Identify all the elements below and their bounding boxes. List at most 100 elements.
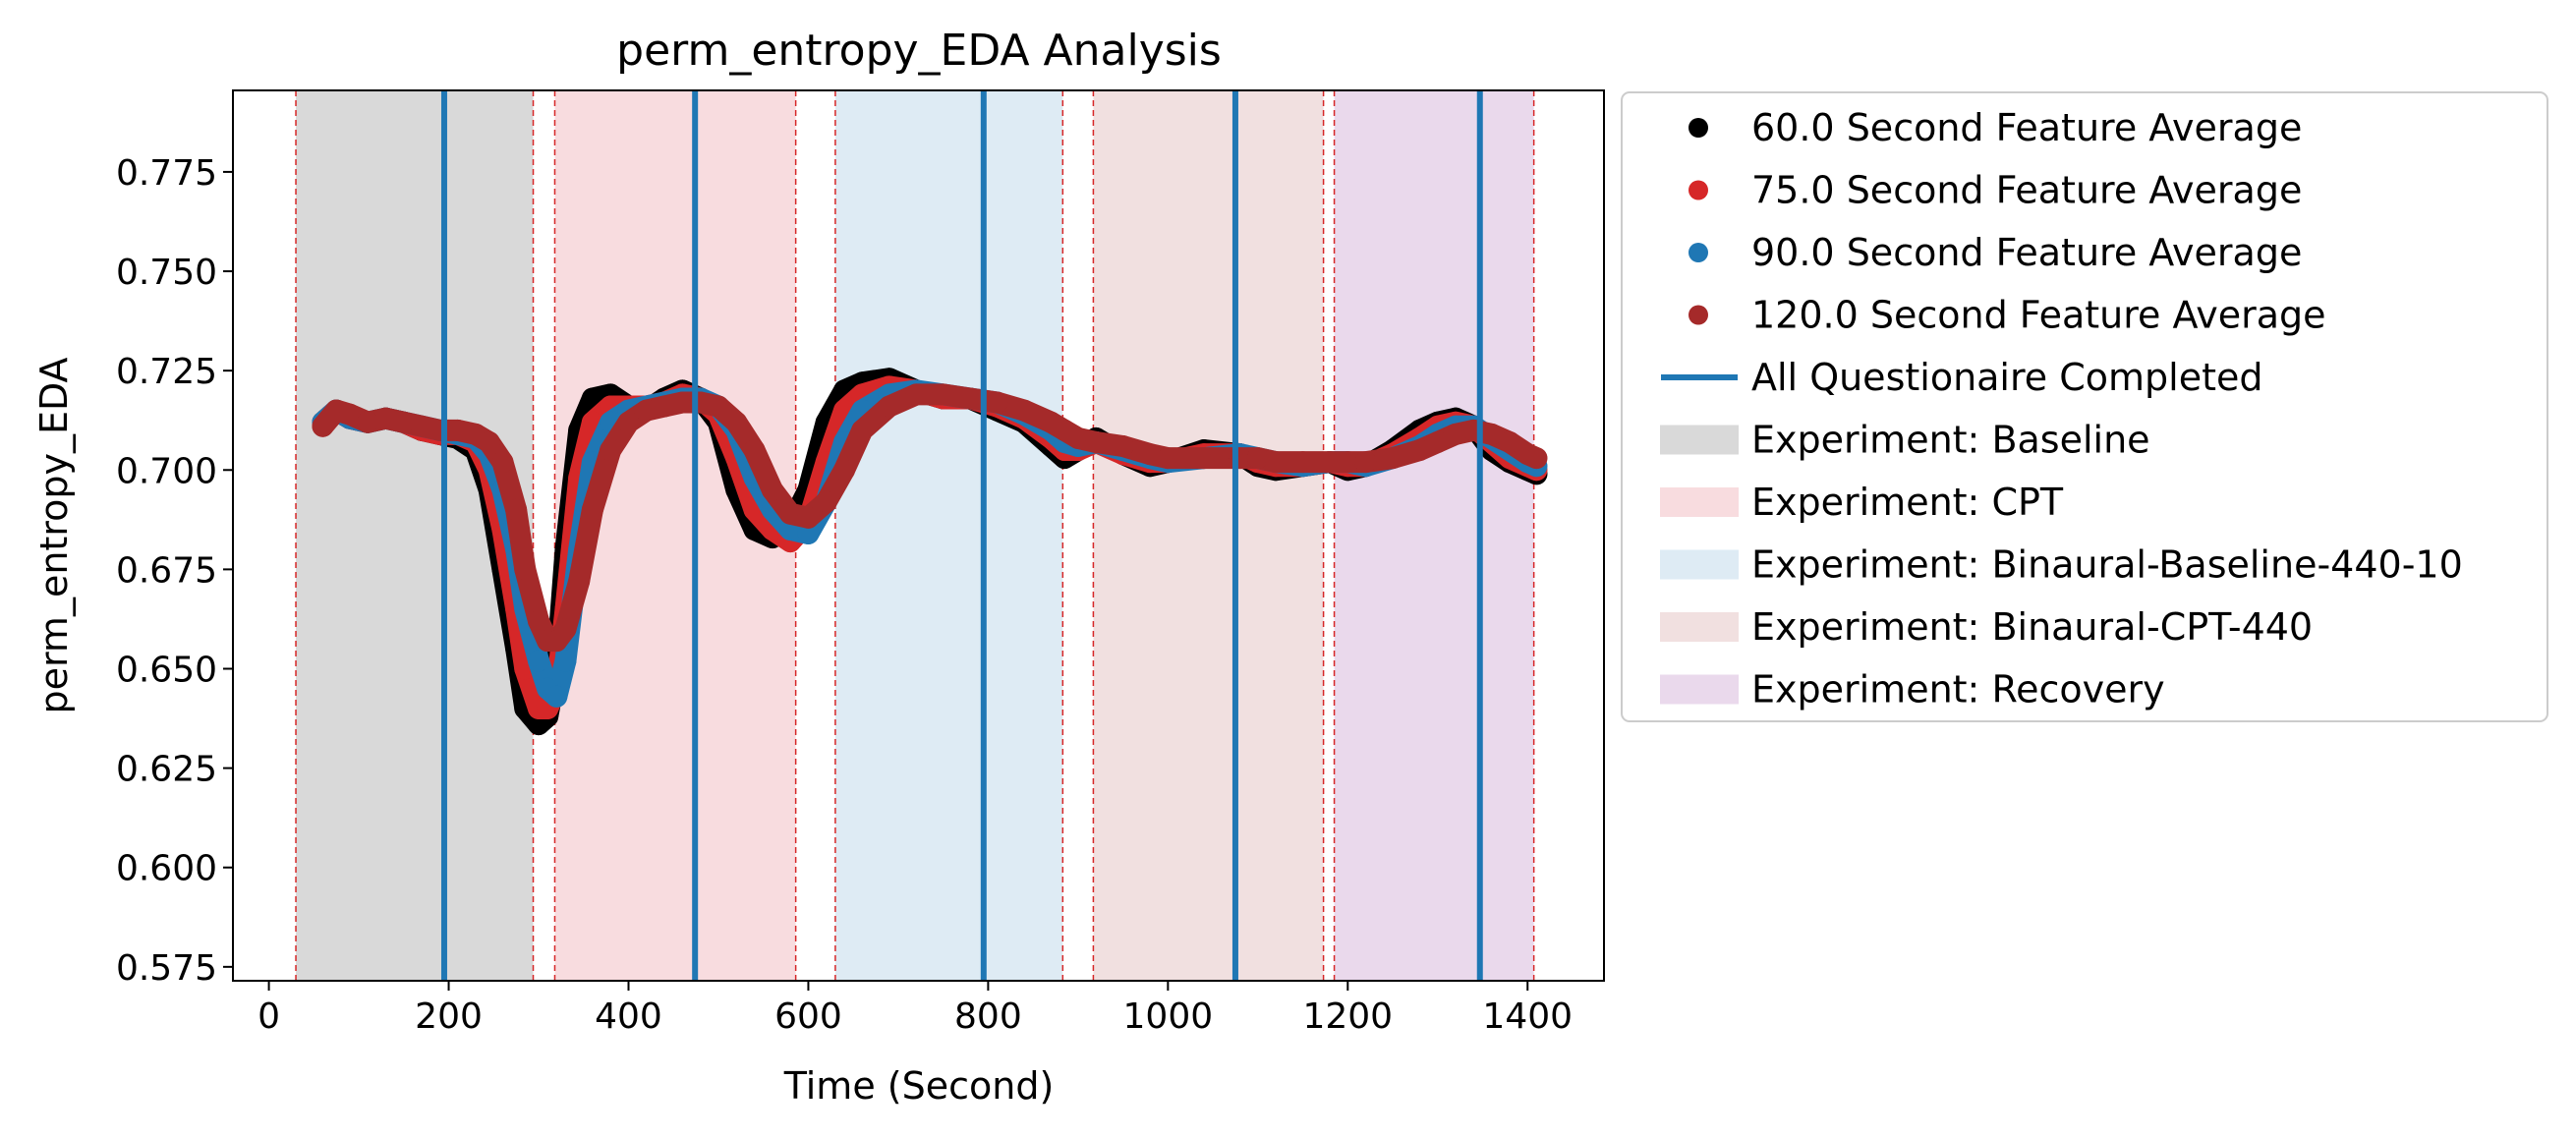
data-point — [1139, 443, 1162, 466]
plot-frame — [232, 89, 1605, 982]
data-point — [357, 411, 379, 433]
data-point — [1498, 430, 1520, 453]
legend-entry: 60.0 Second Feature Average — [1689, 106, 2302, 149]
legend-label: Experiment: Recovery — [1751, 668, 2165, 711]
data-point — [446, 419, 469, 441]
y-tick-label: 0.700 — [116, 451, 217, 491]
legend-entry: 120.0 Second Feature Average — [1689, 294, 2326, 337]
data-point — [797, 522, 820, 544]
x-axis-ticks: 0 200 400 600 800 1000 1200 1400 — [258, 981, 1573, 1037]
legend-patch-icon — [1660, 549, 1739, 580]
legend-label: 120.0 Second Feature Average — [1751, 294, 2326, 337]
data-point — [1012, 399, 1035, 422]
data-point — [1291, 451, 1314, 474]
legend-marker-icon — [1689, 118, 1708, 138]
y-tick-label: 0.775 — [116, 153, 217, 194]
data-point — [528, 650, 550, 672]
data-point — [411, 415, 433, 437]
legend-frame — [1621, 91, 2548, 722]
x-axis-label: Time (Second) — [783, 1064, 1055, 1108]
data-point — [514, 558, 537, 581]
series-3 — [312, 383, 1548, 653]
data-point — [554, 618, 577, 641]
data-point — [761, 479, 783, 501]
y-tick-label: 0.625 — [116, 750, 217, 790]
legend-label: Experiment: CPT — [1751, 481, 2064, 524]
data-point — [878, 395, 900, 418]
data-point — [374, 407, 397, 429]
legend: 60.0 Second Feature Average 75.0 Second F… — [1621, 91, 2548, 722]
data-points — [312, 368, 1548, 736]
y-tick-label: 0.650 — [116, 650, 217, 690]
data-point — [1354, 451, 1377, 474]
legend-entry: All Questionaire Completed — [1661, 356, 2263, 399]
phase-bands — [296, 90, 1534, 981]
data-point — [338, 403, 361, 426]
phase-boundaries — [295, 90, 1535, 981]
data-point — [1085, 430, 1108, 453]
legend-marker-icon — [1689, 305, 1708, 325]
phase-band-3 — [1093, 90, 1324, 981]
data-point — [1525, 447, 1548, 470]
data-point — [478, 430, 500, 453]
data-point — [905, 383, 928, 406]
legend-entry: 75.0 Second Feature Average — [1689, 169, 2302, 212]
y-tick-label: 0.675 — [116, 550, 217, 591]
data-point — [833, 459, 856, 482]
data-point — [617, 411, 640, 433]
x-tick-label: 1400 — [1482, 996, 1573, 1037]
legend-patch-icon — [1660, 612, 1739, 642]
chart-title: perm_entropy_EDA Analysis — [616, 26, 1222, 76]
data-point — [779, 502, 802, 525]
data-point — [1480, 423, 1503, 445]
data-point — [554, 650, 577, 672]
y-axis-ticks: 0.575 0.600 0.625 0.650 0.675 0.700 0.725 0.750… — [116, 153, 233, 989]
data-point — [568, 570, 591, 593]
data-point — [1192, 447, 1215, 470]
y-axis-label: perm_entropy_EDA — [32, 357, 76, 713]
data-point — [505, 498, 528, 521]
legend-entry: Experiment: CPT — [1660, 481, 2064, 524]
data-point — [959, 387, 982, 410]
data-point — [1112, 434, 1134, 457]
data-point — [1382, 447, 1404, 470]
data-point — [1157, 447, 1179, 470]
legend-patch-icon — [1660, 674, 1739, 705]
x-tick-label: 200 — [415, 996, 483, 1037]
legend-entry: Experiment: Binaural-Baseline-440-10 — [1660, 543, 2463, 587]
y-tick-label: 0.575 — [116, 948, 217, 989]
data-point — [743, 439, 766, 462]
data-point — [725, 411, 748, 433]
data-point — [1337, 451, 1359, 474]
legend-label: 90.0 Second Feature Average — [1751, 231, 2302, 274]
data-point — [545, 685, 568, 708]
legend-entry: Experiment: Binaural-CPT-440 — [1660, 605, 2313, 649]
data-point — [635, 399, 658, 422]
data-point — [392, 411, 415, 433]
legend-patch-icon — [1660, 487, 1739, 517]
legend-marker-icon — [1689, 180, 1708, 200]
data-point — [1445, 423, 1467, 445]
legend-entry: 90.0 Second Feature Average — [1689, 231, 2302, 274]
phase-band-2 — [834, 90, 1063, 981]
x-tick-label: 400 — [595, 996, 662, 1037]
legend-entry: Experiment: Baseline — [1660, 419, 2150, 462]
questionnaire-lines — [440, 90, 1483, 981]
data-point — [671, 391, 694, 414]
legend-label: 60.0 Second Feature Average — [1751, 106, 2302, 149]
data-point — [797, 506, 820, 529]
data-point — [581, 498, 603, 521]
data-point — [312, 415, 334, 437]
data-point — [528, 609, 550, 632]
data-point — [1408, 439, 1431, 462]
data-point — [491, 451, 514, 474]
x-tick-label: 1000 — [1123, 996, 1214, 1037]
data-point — [1246, 447, 1269, 470]
legend-patch-icon — [1660, 425, 1739, 455]
x-tick-label: 0 — [258, 996, 280, 1037]
data-point — [1319, 451, 1341, 474]
data-point — [600, 439, 622, 462]
data-point — [654, 395, 676, 418]
x-tick-label: 1200 — [1302, 996, 1393, 1037]
